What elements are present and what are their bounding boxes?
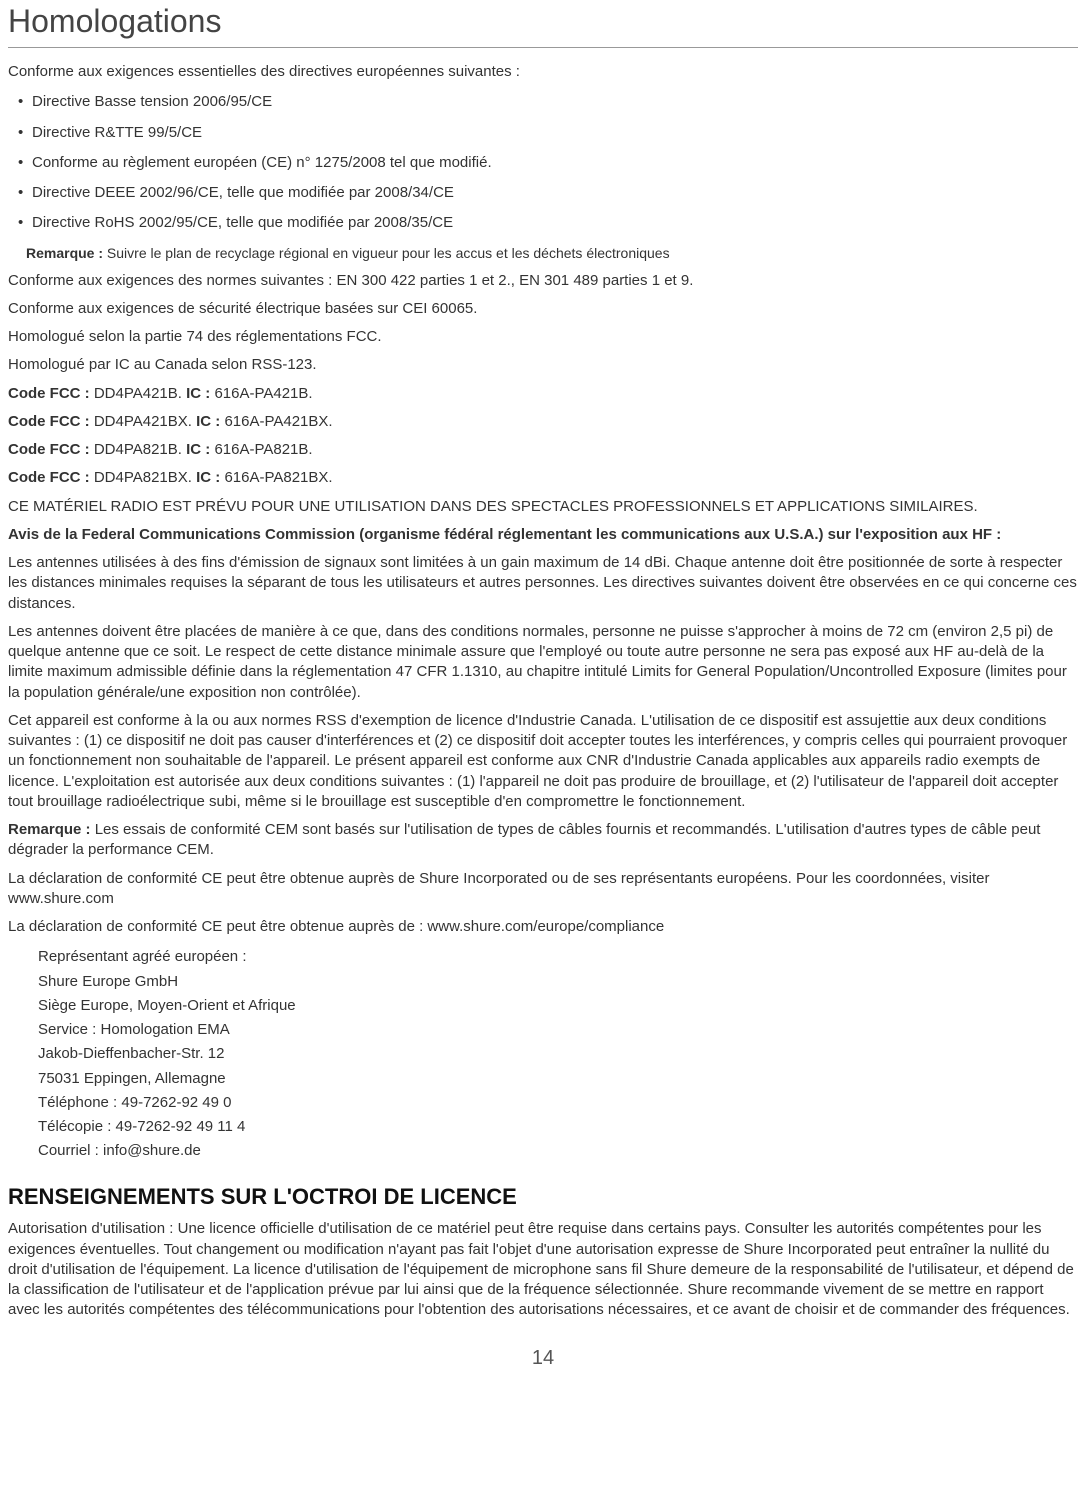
fcc-label: Code FCC : (8, 441, 94, 458)
emc-note: Remarque : Les essais de conformité CEM … (8, 820, 1078, 861)
note-text: Suivre le plan de recyclage régional en … (107, 245, 670, 261)
note-text: Les essais de conformité CEM sont basés … (8, 821, 1040, 858)
address-line: Courriel : info@shure.de (38, 1141, 1078, 1161)
address-line: Jakob-Dieffenbacher-Str. 12 (38, 1044, 1078, 1064)
fcc-label: Code FCC : (8, 385, 94, 402)
intro-paragraph: Conforme aux exigences essentielles des … (8, 62, 1078, 82)
licensing-heading: RENSEIGNEMENTS SUR L'OCTROI DE LICENCE (8, 1182, 1078, 1212)
code-line: Code FCC : DD4PA421BX. IC : 616A-PA421BX… (8, 412, 1078, 432)
ce-declaration-1: La déclaration de conformité CE peut êtr… (8, 869, 1078, 910)
industry-canada-paragraph: Cet appareil est conforme à la ou aux no… (8, 711, 1078, 812)
list-item: Directive DEEE 2002/96/CE, telle que mod… (18, 183, 1078, 203)
compliance-ic-rss123: Homologué par IC au Canada selon RSS-123… (8, 355, 1078, 375)
ic-value: 616A-PA421B. (214, 385, 312, 402)
licensing-body: Autorisation d'utilisation : Une licence… (8, 1219, 1078, 1320)
fcc-notice-heading: Avis de la Federal Communications Commis… (8, 525, 1078, 545)
ce-declaration-2: La déclaration de conformité CE peut êtr… (8, 917, 1078, 937)
fcc-value: DD4PA421B. (94, 385, 186, 402)
list-item: Conforme au règlement européen (CE) n° 1… (18, 153, 1078, 173)
page-number: 14 (8, 1345, 1078, 1372)
ic-value: 616A-PA421BX. (224, 413, 332, 430)
fcc-value: DD4PA821BX. (94, 469, 196, 486)
fcc-label: Code FCC : (8, 469, 94, 486)
ic-value: 616A-PA821B. (214, 441, 312, 458)
ic-label: IC : (196, 469, 224, 486)
address-line: Téléphone : 49-7262-92 49 0 (38, 1093, 1078, 1113)
note-label: Remarque : (8, 821, 95, 838)
page-title: Homologations (8, 0, 1078, 48)
fcc-value: DD4PA821B. (94, 441, 186, 458)
address-line: Télécopie : 49-7262-92 49 11 4 (38, 1117, 1078, 1137)
address-line: Représentant agréé européen : (38, 947, 1078, 967)
list-item: Directive R&TTE 99/5/CE (18, 123, 1078, 143)
list-item: Directive RoHS 2002/95/CE, telle que mod… (18, 213, 1078, 233)
fcc-label: Code FCC : (8, 413, 94, 430)
address-line: Siège Europe, Moyen-Orient et Afrique (38, 996, 1078, 1016)
ic-value: 616A-PA821BX. (224, 469, 332, 486)
address-block: Représentant agréé européen : Shure Euro… (38, 947, 1078, 1161)
code-line: Code FCC : DD4PA821B. IC : 616A-PA821B. (8, 440, 1078, 460)
intended-use: CE MATÉRIEL RADIO EST PRÉVU POUR UNE UTI… (8, 497, 1078, 517)
ic-label: IC : (186, 385, 214, 402)
code-line: Code FCC : DD4PA821BX. IC : 616A-PA821BX… (8, 468, 1078, 488)
note-label: Remarque : (26, 245, 107, 261)
address-line: Shure Europe GmbH (38, 972, 1078, 992)
code-line: Code FCC : DD4PA421B. IC : 616A-PA421B. (8, 384, 1078, 404)
address-line: Service : Homologation EMA (38, 1020, 1078, 1040)
ic-label: IC : (196, 413, 224, 430)
note-recycling: Remarque : Suivre le plan de recyclage r… (26, 244, 1078, 263)
ic-label: IC : (186, 441, 214, 458)
compliance-fcc74: Homologué selon la partie 74 des régleme… (8, 327, 1078, 347)
compliance-cei60065: Conforme aux exigences de sécurité élect… (8, 299, 1078, 319)
directive-list: Directive Basse tension 2006/95/CE Direc… (8, 92, 1078, 233)
address-line: 75031 Eppingen, Allemagne (38, 1069, 1078, 1089)
antenna-distance-paragraph: Les antennes doivent être placées de man… (8, 622, 1078, 703)
fcc-value: DD4PA421BX. (94, 413, 196, 430)
compliance-en300422: Conforme aux exigences des normes suivan… (8, 271, 1078, 291)
list-item: Directive Basse tension 2006/95/CE (18, 92, 1078, 112)
antenna-gain-paragraph: Les antennes utilisées à des fins d'émis… (8, 553, 1078, 614)
